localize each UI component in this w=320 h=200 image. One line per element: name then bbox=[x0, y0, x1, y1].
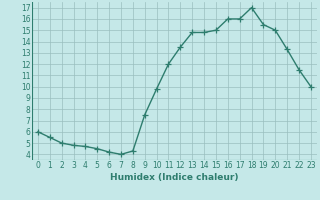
X-axis label: Humidex (Indice chaleur): Humidex (Indice chaleur) bbox=[110, 173, 239, 182]
